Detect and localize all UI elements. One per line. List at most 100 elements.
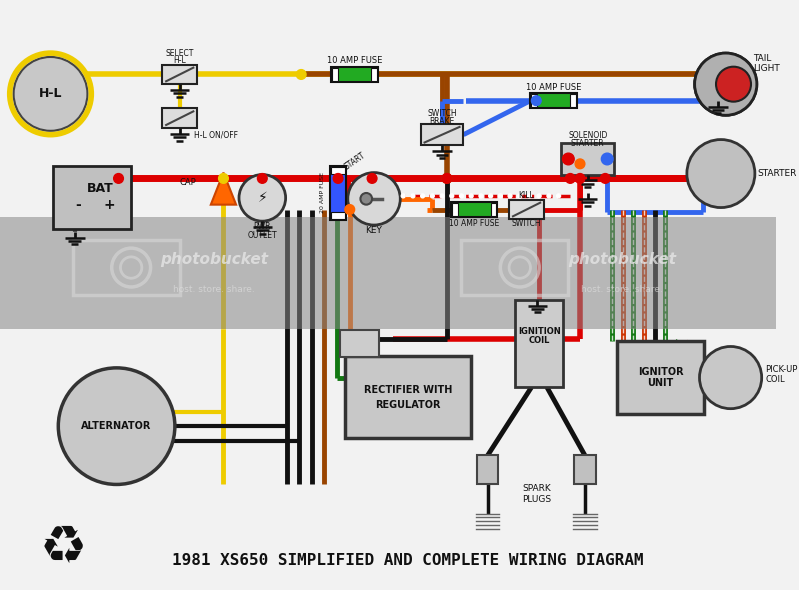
Text: CAP: CAP — [180, 178, 197, 187]
Circle shape — [10, 53, 91, 135]
Text: COIL: COIL — [528, 336, 550, 345]
Bar — [531, 94, 537, 107]
Bar — [451, 203, 458, 217]
Circle shape — [333, 173, 343, 183]
Circle shape — [360, 193, 372, 205]
Circle shape — [547, 194, 551, 198]
Text: host. store. share.: host. store. share. — [173, 286, 255, 294]
Bar — [462, 240, 568, 295]
Bar — [345, 356, 471, 438]
Bar — [574, 455, 595, 484]
Text: SWITCH: SWITCH — [427, 109, 457, 118]
Bar — [332, 68, 338, 81]
Text: 10 AMP FUSE: 10 AMP FUSE — [327, 57, 382, 65]
Circle shape — [257, 173, 267, 183]
Circle shape — [442, 173, 451, 183]
Text: LIGHT: LIGHT — [753, 64, 780, 73]
Circle shape — [113, 173, 123, 183]
Bar — [420, 124, 463, 145]
Circle shape — [348, 173, 400, 225]
Text: -: - — [75, 198, 81, 212]
Circle shape — [459, 194, 463, 198]
Circle shape — [14, 57, 87, 131]
Circle shape — [602, 153, 613, 165]
Text: STARTER: STARTER — [571, 139, 605, 148]
Text: photobucket: photobucket — [160, 253, 268, 267]
Circle shape — [575, 159, 585, 169]
Bar — [54, 166, 131, 230]
Text: RECTIFIER WITH: RECTIFIER WITH — [364, 385, 452, 395]
Polygon shape — [211, 173, 236, 205]
Bar — [451, 202, 498, 217]
Circle shape — [566, 173, 575, 183]
Circle shape — [575, 173, 585, 183]
Bar — [509, 200, 544, 219]
Circle shape — [499, 194, 503, 198]
Circle shape — [431, 194, 435, 198]
Text: PICK-UP: PICK-UP — [765, 365, 798, 374]
Circle shape — [296, 70, 306, 79]
Text: ⚡: ⚡ — [257, 191, 267, 205]
Circle shape — [694, 53, 757, 115]
Circle shape — [450, 194, 454, 198]
Bar — [561, 143, 614, 175]
Circle shape — [239, 175, 285, 221]
Circle shape — [694, 53, 757, 115]
Text: host. store. share.: host. store. share. — [581, 286, 662, 294]
Bar — [162, 65, 197, 84]
Circle shape — [219, 173, 229, 183]
Circle shape — [420, 194, 424, 198]
Circle shape — [469, 194, 473, 198]
Text: STARTER: STARTER — [757, 169, 797, 178]
Text: REGULATOR: REGULATOR — [376, 400, 441, 410]
Bar — [332, 167, 345, 173]
Bar — [477, 455, 499, 484]
Text: ♻: ♻ — [39, 522, 87, 573]
Text: ALTERNATOR: ALTERNATOR — [81, 421, 152, 431]
Text: 1981 XS650 SIMPLIFIED AND COMPLETE WIRING DIAGRAM: 1981 XS650 SIMPLIFIED AND COMPLETE WIRIN… — [173, 553, 644, 568]
Bar — [515, 300, 563, 387]
Circle shape — [687, 140, 755, 208]
Bar — [332, 212, 345, 219]
Bar — [330, 166, 346, 219]
Circle shape — [411, 194, 415, 198]
Text: photobucket: photobucket — [568, 253, 676, 267]
Bar — [371, 68, 377, 81]
Text: OUTLET: OUTLET — [248, 231, 277, 240]
Circle shape — [518, 194, 522, 198]
Text: +: + — [104, 198, 116, 212]
Circle shape — [531, 96, 541, 106]
Bar — [332, 67, 378, 82]
Circle shape — [345, 205, 355, 214]
Circle shape — [562, 153, 574, 165]
Text: TAIL: TAIL — [753, 54, 771, 63]
Text: SOLENOID: SOLENOID — [568, 131, 607, 140]
Text: H-L ON/OFF: H-L ON/OFF — [194, 130, 238, 139]
Text: IGNITOR: IGNITOR — [638, 367, 683, 377]
Circle shape — [557, 194, 561, 198]
Text: PWR: PWR — [253, 222, 271, 231]
Bar — [340, 330, 379, 357]
Text: KEY: KEY — [366, 227, 383, 235]
Bar — [531, 93, 577, 109]
Circle shape — [368, 173, 377, 183]
Text: H-L: H-L — [173, 57, 186, 65]
Text: BAT: BAT — [87, 182, 113, 195]
Text: SELECT: SELECT — [165, 48, 194, 58]
Bar — [73, 240, 180, 295]
Circle shape — [479, 194, 483, 198]
Text: 20 AMP FUSE: 20 AMP FUSE — [320, 172, 325, 214]
Circle shape — [442, 173, 451, 183]
Circle shape — [527, 194, 531, 198]
Bar — [491, 203, 496, 217]
Text: 10 AMP FUSE: 10 AMP FUSE — [526, 83, 582, 91]
Circle shape — [508, 194, 512, 198]
Text: COIL: COIL — [765, 375, 785, 384]
Circle shape — [489, 194, 492, 198]
Text: KILL: KILL — [519, 191, 535, 201]
Circle shape — [537, 194, 541, 198]
Text: SWITCH: SWITCH — [511, 219, 542, 228]
Circle shape — [716, 67, 751, 101]
Text: SPARK
PLUGS: SPARK PLUGS — [522, 484, 551, 504]
Circle shape — [401, 194, 405, 198]
